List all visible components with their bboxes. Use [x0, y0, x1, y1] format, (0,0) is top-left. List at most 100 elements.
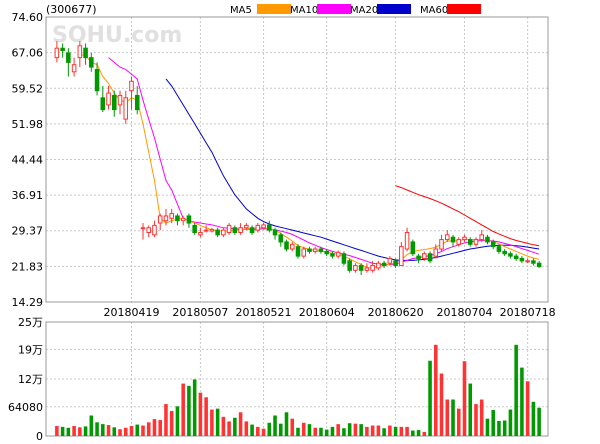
legend-swatch-ma20 [377, 4, 411, 14]
price-tick-label: 51.98 [12, 118, 44, 131]
volume-bar [192, 379, 197, 436]
candle [456, 237, 462, 247]
volume-bar [278, 423, 283, 436]
candle-body [244, 224, 249, 229]
candle [318, 246, 324, 254]
price-frame [45, 16, 549, 303]
candle-body [226, 224, 232, 233]
volume-bar [146, 422, 151, 436]
candle [117, 90, 123, 115]
candle-body [134, 94, 140, 111]
candle-body [444, 234, 450, 241]
candle-body [433, 248, 439, 257]
volume-bar [261, 428, 266, 436]
volume-bar [244, 421, 249, 436]
candle [404, 227, 410, 252]
volume-bar [347, 423, 352, 436]
candle-body [169, 213, 174, 219]
candle [393, 258, 398, 268]
candle [347, 258, 352, 273]
volume-bar [353, 423, 358, 436]
candle [370, 260, 375, 273]
candle-body [117, 94, 123, 106]
candle-body [175, 215, 180, 222]
candle [289, 241, 295, 252]
candle-body [393, 260, 398, 267]
candle-body [71, 64, 77, 73]
candle-body [272, 229, 278, 236]
volume-bar [502, 420, 507, 436]
volume-bar [497, 420, 501, 436]
volume-bar [55, 425, 59, 436]
candle [203, 225, 209, 233]
candle [106, 85, 111, 110]
volume-tick-label: 25万 [18, 316, 43, 329]
volume-tick-label: 0 [36, 430, 43, 440]
candle [284, 239, 289, 252]
legend-label-ma60: MA60 [420, 5, 448, 16]
volume-bar [123, 427, 128, 436]
candle [439, 234, 444, 252]
candle-body [255, 224, 261, 231]
candle-body [66, 52, 71, 63]
volume-bar [399, 426, 404, 436]
candle-body [347, 260, 352, 271]
volume-panel: 25万 19万 12万 64080 0 [8, 316, 549, 443]
volume-bar [411, 430, 415, 436]
date-tick-label: 20180521 [236, 306, 292, 319]
candle-body [473, 239, 479, 245]
candle-body [289, 243, 295, 250]
candle [71, 57, 77, 77]
ma-legend: MA5 MA10 MA20 MA60 [230, 4, 481, 16]
candle [324, 249, 329, 257]
candle [77, 41, 83, 68]
candle-body [531, 260, 536, 264]
candle-body [358, 265, 364, 271]
volume-bar [422, 431, 427, 436]
volume-bar [514, 344, 518, 436]
candle-body [100, 97, 106, 111]
volume-bar [141, 425, 145, 436]
volume-bar [479, 399, 484, 436]
candle-body [330, 253, 335, 257]
candle-body [370, 265, 375, 271]
candle [513, 253, 519, 261]
candle [312, 246, 318, 254]
candle [473, 237, 479, 247]
ma10-line [108, 57, 540, 266]
candle [180, 215, 186, 226]
candle-body [186, 215, 192, 224]
candle-body [490, 241, 496, 248]
candle-body [215, 229, 220, 236]
candle [209, 227, 215, 233]
candle [163, 208, 169, 226]
candle [272, 227, 278, 240]
price-tick-label: 36.91 [12, 189, 44, 202]
volume-tick-label: 12万 [18, 373, 43, 386]
candle-body [462, 236, 467, 241]
candle-body [180, 217, 186, 222]
candle-body [261, 224, 266, 229]
date-tick-label: 20180604 [299, 306, 355, 319]
price-tick-label: 59.52 [12, 82, 44, 95]
candle [232, 225, 238, 235]
legend-label-ma20: MA20 [350, 5, 378, 16]
candle-body [198, 231, 203, 236]
ma60-line [395, 185, 540, 247]
volume-bar [456, 408, 461, 436]
candle [307, 246, 312, 254]
volume-bar [330, 426, 335, 436]
volume-tick-label: 19万 [18, 343, 43, 356]
date-tick-label: 20180704 [436, 306, 492, 319]
candle [330, 251, 335, 259]
volume-bar [462, 361, 467, 436]
candle [450, 234, 456, 247]
candle-body [238, 227, 243, 233]
candle [387, 256, 393, 266]
candle-body [301, 248, 307, 257]
candle-body [312, 248, 318, 252]
candle [335, 250, 341, 259]
candle [496, 244, 502, 254]
volume-bar [307, 424, 312, 436]
